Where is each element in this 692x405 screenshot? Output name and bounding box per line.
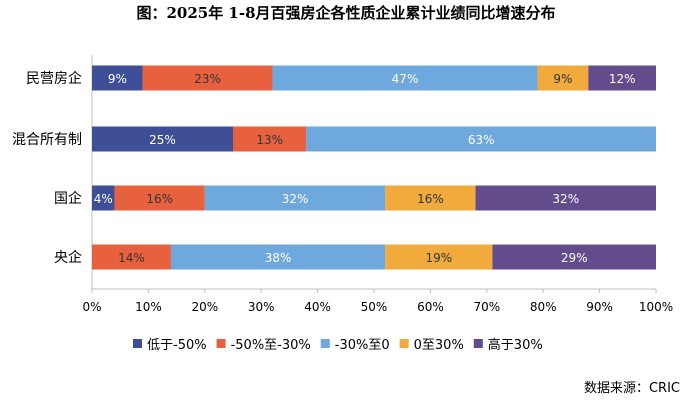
legend-label: 低于-50% [147,338,207,353]
x-tick-label: 100% [639,300,673,314]
bar-segment [92,65,143,91]
bar-segment [114,185,205,211]
bar-segment [588,65,656,91]
bar-segment [92,185,115,211]
legend-swatch [133,339,142,348]
legend-swatch [216,339,226,348]
bar-segment [142,65,273,91]
bar-segment [92,126,233,152]
data-label: 4% [94,192,113,206]
source-note: 数据来源：CRIC [583,381,680,396]
x-tick-label: 90% [586,300,613,314]
x-tick-label: 50% [361,300,388,314]
data-label: 32% [552,192,579,206]
data-label: 13% [256,133,283,147]
data-label: 9% [108,72,127,86]
bar-segment [272,65,538,91]
legend-label: -30%至0 [335,338,390,353]
legend-label: 高于30% [488,337,543,353]
category-label: 民营房企 [26,70,82,87]
data-label: 12% [609,72,636,86]
legend-label: -50%至-30% [231,338,311,353]
x-tick-label: 60% [417,300,444,314]
bar-segment [204,185,386,211]
legend-label: 0至30% [414,338,464,353]
x-tick-label: 70% [473,300,500,314]
x-tick-label: 0% [82,300,101,314]
category-label: 混合所有制 [12,132,82,148]
data-label: 23% [194,72,221,86]
data-label: 14% [118,251,145,265]
bar-segment [492,244,656,270]
data-label: 63% [468,133,495,147]
bar-segment [170,244,386,270]
bar-segment [385,185,476,211]
x-tick-label: 80% [530,300,557,314]
bar-segment [92,244,171,270]
bar-segment [385,244,493,270]
data-label: 16% [417,192,444,206]
legend-swatch [473,339,483,348]
x-tick-label: 30% [248,300,275,314]
x-tick-label: 40% [304,300,331,314]
data-label: 47% [392,72,419,86]
x-tick-label: 20% [191,300,218,314]
data-label: 29% [561,251,588,265]
chart-title: 图：2025年 1-8月百强房企各性质企业累计业绩同比增速分布 [136,4,556,22]
data-label: 25% [149,133,176,147]
data-label: 19% [426,251,453,265]
data-label: 38% [265,251,292,265]
data-label: 32% [282,192,309,206]
bar-segment [306,126,656,152]
legend-swatch [399,339,409,348]
x-tick-label: 10% [135,300,162,314]
legend-swatch [320,339,330,348]
bar-segment [475,185,656,211]
bar-segment [537,65,589,91]
category-label: 国企 [54,190,82,207]
category-label: 央企 [54,249,82,266]
data-label: 9% [553,72,572,86]
data-label: 16% [146,192,173,206]
bar-segment [233,126,307,152]
